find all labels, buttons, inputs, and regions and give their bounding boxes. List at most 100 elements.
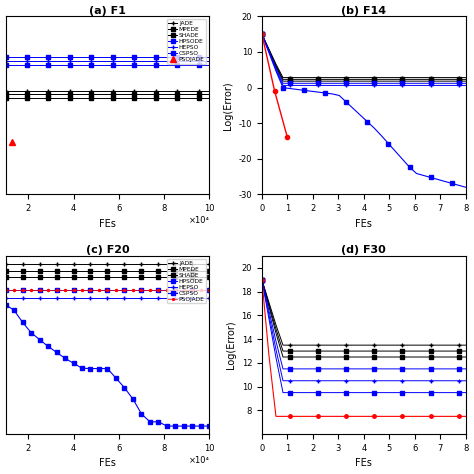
- HPSODE: [35, 55, 41, 60]
- CSPSO: [122, 385, 128, 391]
- PSOJADE: [36, 287, 42, 292]
- HPSODE: [122, 287, 128, 292]
- JADE: [110, 88, 116, 93]
- SHADE: [105, 274, 110, 280]
- PSOJADE: [207, 287, 212, 292]
- HPSODE: [11, 287, 17, 292]
- JADE: [96, 261, 102, 267]
- HEPSO: [153, 58, 159, 64]
- Line: CSPSO: CSPSO: [4, 303, 211, 428]
- Y-axis label: Log(Error): Log(Error): [223, 81, 233, 130]
- CSPSO: [207, 62, 212, 67]
- CSPSO: [13, 62, 19, 67]
- JADE: [113, 261, 119, 267]
- Text: ×10⁴: ×10⁴: [188, 216, 210, 225]
- HEPSO: [142, 58, 148, 64]
- SHADE: [198, 274, 204, 280]
- CSPSO: [190, 423, 195, 429]
- MPEDE: [89, 91, 94, 97]
- SHADE: [62, 274, 68, 280]
- JADE: [54, 261, 59, 267]
- HPSODE: [138, 287, 144, 292]
- CSPSO: [3, 62, 9, 67]
- HEPSO: [147, 295, 153, 301]
- HPSODE: [113, 287, 119, 292]
- SHADE: [35, 95, 41, 101]
- MPEDE: [164, 268, 170, 273]
- MPEDE: [130, 268, 136, 273]
- MPEDE: [142, 91, 148, 97]
- SHADE: [71, 274, 76, 280]
- CSPSO: [3, 302, 9, 308]
- JADE: [153, 88, 159, 93]
- CSPSO: [198, 423, 204, 429]
- HEPSO: [190, 295, 195, 301]
- HPSODE: [155, 287, 161, 292]
- SHADE: [54, 274, 59, 280]
- HPSODE: [36, 287, 42, 292]
- Line: MPEDE: MPEDE: [4, 269, 211, 273]
- SHADE: [181, 274, 187, 280]
- JADE: [46, 88, 51, 93]
- MPEDE: [13, 91, 19, 97]
- CSPSO: [11, 308, 17, 313]
- JADE: [207, 261, 212, 267]
- PSOJADE: [45, 287, 51, 292]
- SHADE: [13, 95, 19, 101]
- CSPSO: [99, 62, 105, 67]
- HEPSO: [89, 58, 94, 64]
- HPSODE: [164, 55, 169, 60]
- X-axis label: FEs: FEs: [99, 219, 116, 228]
- HEPSO: [122, 295, 128, 301]
- HPSODE: [28, 287, 34, 292]
- JADE: [71, 261, 76, 267]
- JADE: [24, 88, 30, 93]
- Legend: JADE, MPEDE, SHADE, HPSODE, HEPSO, CSPSO, PSOJADE: JADE, MPEDE, SHADE, HPSODE, HEPSO, CSPSO…: [167, 19, 207, 64]
- MPEDE: [138, 268, 144, 273]
- SHADE: [28, 274, 34, 280]
- PSOJADE: [105, 287, 110, 292]
- CSPSO: [131, 62, 137, 67]
- CSPSO: [56, 62, 62, 67]
- Text: ×10⁴: ×10⁴: [188, 456, 210, 465]
- MPEDE: [62, 268, 68, 273]
- HEPSO: [36, 295, 42, 301]
- MPEDE: [164, 91, 169, 97]
- CSPSO: [36, 337, 42, 342]
- HPSODE: [96, 287, 102, 292]
- SHADE: [113, 274, 119, 280]
- HPSODE: [164, 287, 170, 292]
- Y-axis label: Log(Error): Log(Error): [226, 321, 236, 369]
- HPSODE: [131, 55, 137, 60]
- HPSODE: [89, 55, 94, 60]
- HPSODE: [147, 287, 153, 292]
- MPEDE: [36, 268, 42, 273]
- JADE: [121, 88, 127, 93]
- PSOJADE: [113, 287, 119, 292]
- CSPSO: [79, 365, 85, 371]
- HEPSO: [96, 295, 102, 301]
- SHADE: [46, 95, 51, 101]
- HPSODE: [79, 287, 85, 292]
- HEPSO: [35, 58, 41, 64]
- MPEDE: [121, 91, 127, 97]
- HPSODE: [46, 55, 51, 60]
- CSPSO: [96, 366, 102, 372]
- HPSODE: [13, 55, 19, 60]
- SHADE: [20, 274, 26, 280]
- PSOJADE: [79, 287, 85, 292]
- CSPSO: [45, 344, 51, 349]
- Title: (d) F30: (d) F30: [341, 246, 386, 255]
- CSPSO: [207, 423, 212, 429]
- JADE: [198, 261, 204, 267]
- HEPSO: [78, 58, 83, 64]
- MPEDE: [196, 91, 201, 97]
- JADE: [45, 261, 51, 267]
- HPSODE: [207, 287, 212, 292]
- PSOJADE: [54, 287, 59, 292]
- SHADE: [89, 95, 94, 101]
- SHADE: [3, 95, 9, 101]
- PSOJADE: [96, 287, 102, 292]
- JADE: [79, 261, 85, 267]
- PSOJADE: [147, 287, 153, 292]
